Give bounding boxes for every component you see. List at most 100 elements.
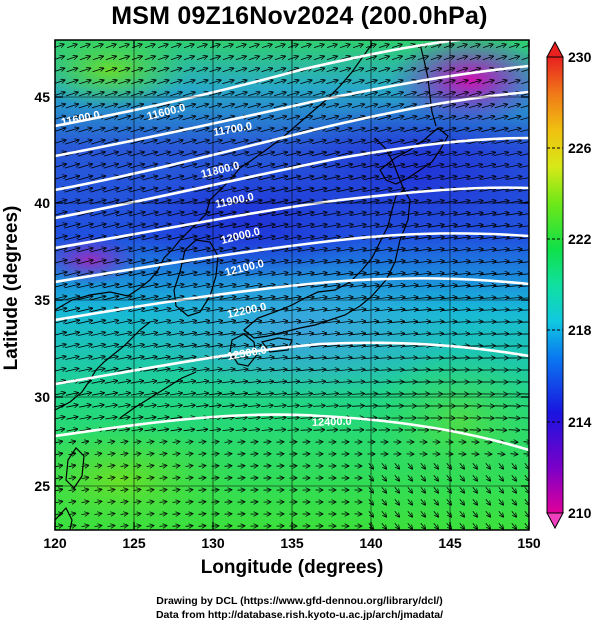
wind-arrow — [480, 346, 495, 347]
wind-arrow — [441, 249, 457, 251]
wind-arrow — [116, 284, 131, 289]
wind-arrow — [65, 116, 79, 121]
wind-arrow — [454, 177, 470, 180]
wind-arrow — [377, 104, 390, 109]
wind-arrow — [116, 176, 132, 181]
x-tick-label: 125 — [122, 535, 146, 551]
wind-arrow — [55, 272, 66, 276]
wind-arrow — [467, 164, 483, 168]
wind-arrow — [507, 104, 520, 109]
wind-arrow — [220, 345, 235, 347]
wind-arrow — [220, 321, 236, 324]
wind-arrow — [77, 200, 92, 205]
wind-arrow — [494, 116, 508, 121]
wind-arrow — [326, 44, 337, 48]
wind-arrow — [389, 213, 405, 216]
wind-arrow — [220, 333, 235, 335]
wind-arrow — [468, 92, 481, 97]
wind-arrow — [311, 176, 327, 181]
wind-arrow — [77, 152, 92, 157]
wind-arrow — [220, 297, 235, 300]
wind-arrow — [194, 224, 210, 229]
wind-arrow — [55, 284, 66, 288]
wind-arrow — [155, 345, 170, 348]
wind-arrow — [480, 310, 495, 311]
wind-arrow — [402, 152, 417, 157]
wind-arrow — [428, 261, 444, 263]
wind-arrow — [55, 260, 66, 264]
wind-arrow — [311, 321, 327, 323]
wind-arrow — [339, 56, 350, 61]
wind-arrow — [260, 92, 273, 97]
wind-arrow — [194, 333, 209, 336]
wind-arrow — [402, 249, 418, 251]
wind-arrow — [298, 321, 314, 323]
wind-arrow — [55, 128, 65, 132]
wind-arrow — [285, 249, 301, 252]
wind-arrow — [273, 92, 286, 97]
wind-arrow — [235, 56, 246, 61]
wind-arrow — [194, 260, 210, 265]
wind-arrow — [220, 152, 235, 157]
wind-arrow — [299, 104, 312, 109]
wind-arrow — [311, 273, 327, 276]
wind-arrow — [311, 212, 326, 216]
wind-arrow — [389, 333, 405, 334]
wind-arrow — [467, 322, 483, 323]
wind-arrow — [79, 56, 90, 61]
wind-arrow — [456, 80, 467, 85]
wind-arrow — [377, 92, 390, 97]
wind-arrow — [300, 56, 311, 61]
wind-arrow — [299, 357, 313, 359]
wind-arrow — [350, 188, 365, 193]
wind-arrow — [103, 188, 119, 193]
wind-arrow — [493, 310, 508, 311]
wind-arrow — [90, 224, 105, 229]
wind-arrow — [378, 56, 389, 61]
wind-arrow — [129, 308, 145, 312]
wind-arrow — [350, 249, 366, 252]
wind-arrow — [428, 273, 444, 275]
wind-arrow — [480, 273, 496, 275]
wind-arrow — [142, 212, 157, 217]
wind-arrow — [64, 260, 79, 265]
wind-arrow — [143, 92, 156, 97]
wind-arrow — [155, 188, 171, 193]
wind-arrow — [64, 164, 79, 169]
wind-arrow — [78, 140, 92, 145]
wind-arrow — [376, 249, 392, 252]
wind-arrow — [441, 176, 457, 180]
wind-arrow — [65, 344, 79, 348]
wind-arrow — [170, 44, 181, 49]
wind-arrow — [246, 309, 262, 312]
wind-arrow — [274, 56, 285, 61]
wind-arrow — [430, 68, 442, 73]
wind-arrow — [181, 321, 197, 324]
wind-arrow — [430, 80, 441, 85]
wind-arrow — [247, 116, 261, 121]
wind-arrow — [521, 44, 529, 48]
wind-arrow — [467, 346, 482, 347]
wind-arrow — [103, 332, 118, 336]
wind-arrow — [324, 188, 339, 193]
wind-arrow — [402, 346, 417, 347]
wind-arrow — [377, 128, 390, 133]
wind-arrow — [506, 285, 522, 286]
wind-arrow — [520, 104, 529, 109]
credit-data: Data from http://database.rish.kyoto-u.a… — [155, 609, 444, 621]
wind-arrow — [116, 164, 131, 169]
wind-arrow — [441, 309, 456, 310]
wind-arrow — [143, 140, 157, 145]
colorbar-label: 218 — [568, 322, 592, 338]
wind-arrow — [495, 44, 506, 48]
wind-arrow — [222, 44, 233, 48]
wind-arrow — [311, 152, 326, 157]
wind-arrow — [506, 189, 521, 192]
wind-arrow — [506, 165, 522, 168]
wind-arrow — [116, 152, 131, 157]
wind-arrow — [105, 56, 116, 61]
wind-arrow — [272, 273, 288, 276]
wind-arrow — [324, 225, 340, 228]
wind-arrow — [428, 152, 443, 157]
wind-arrow — [312, 357, 326, 358]
